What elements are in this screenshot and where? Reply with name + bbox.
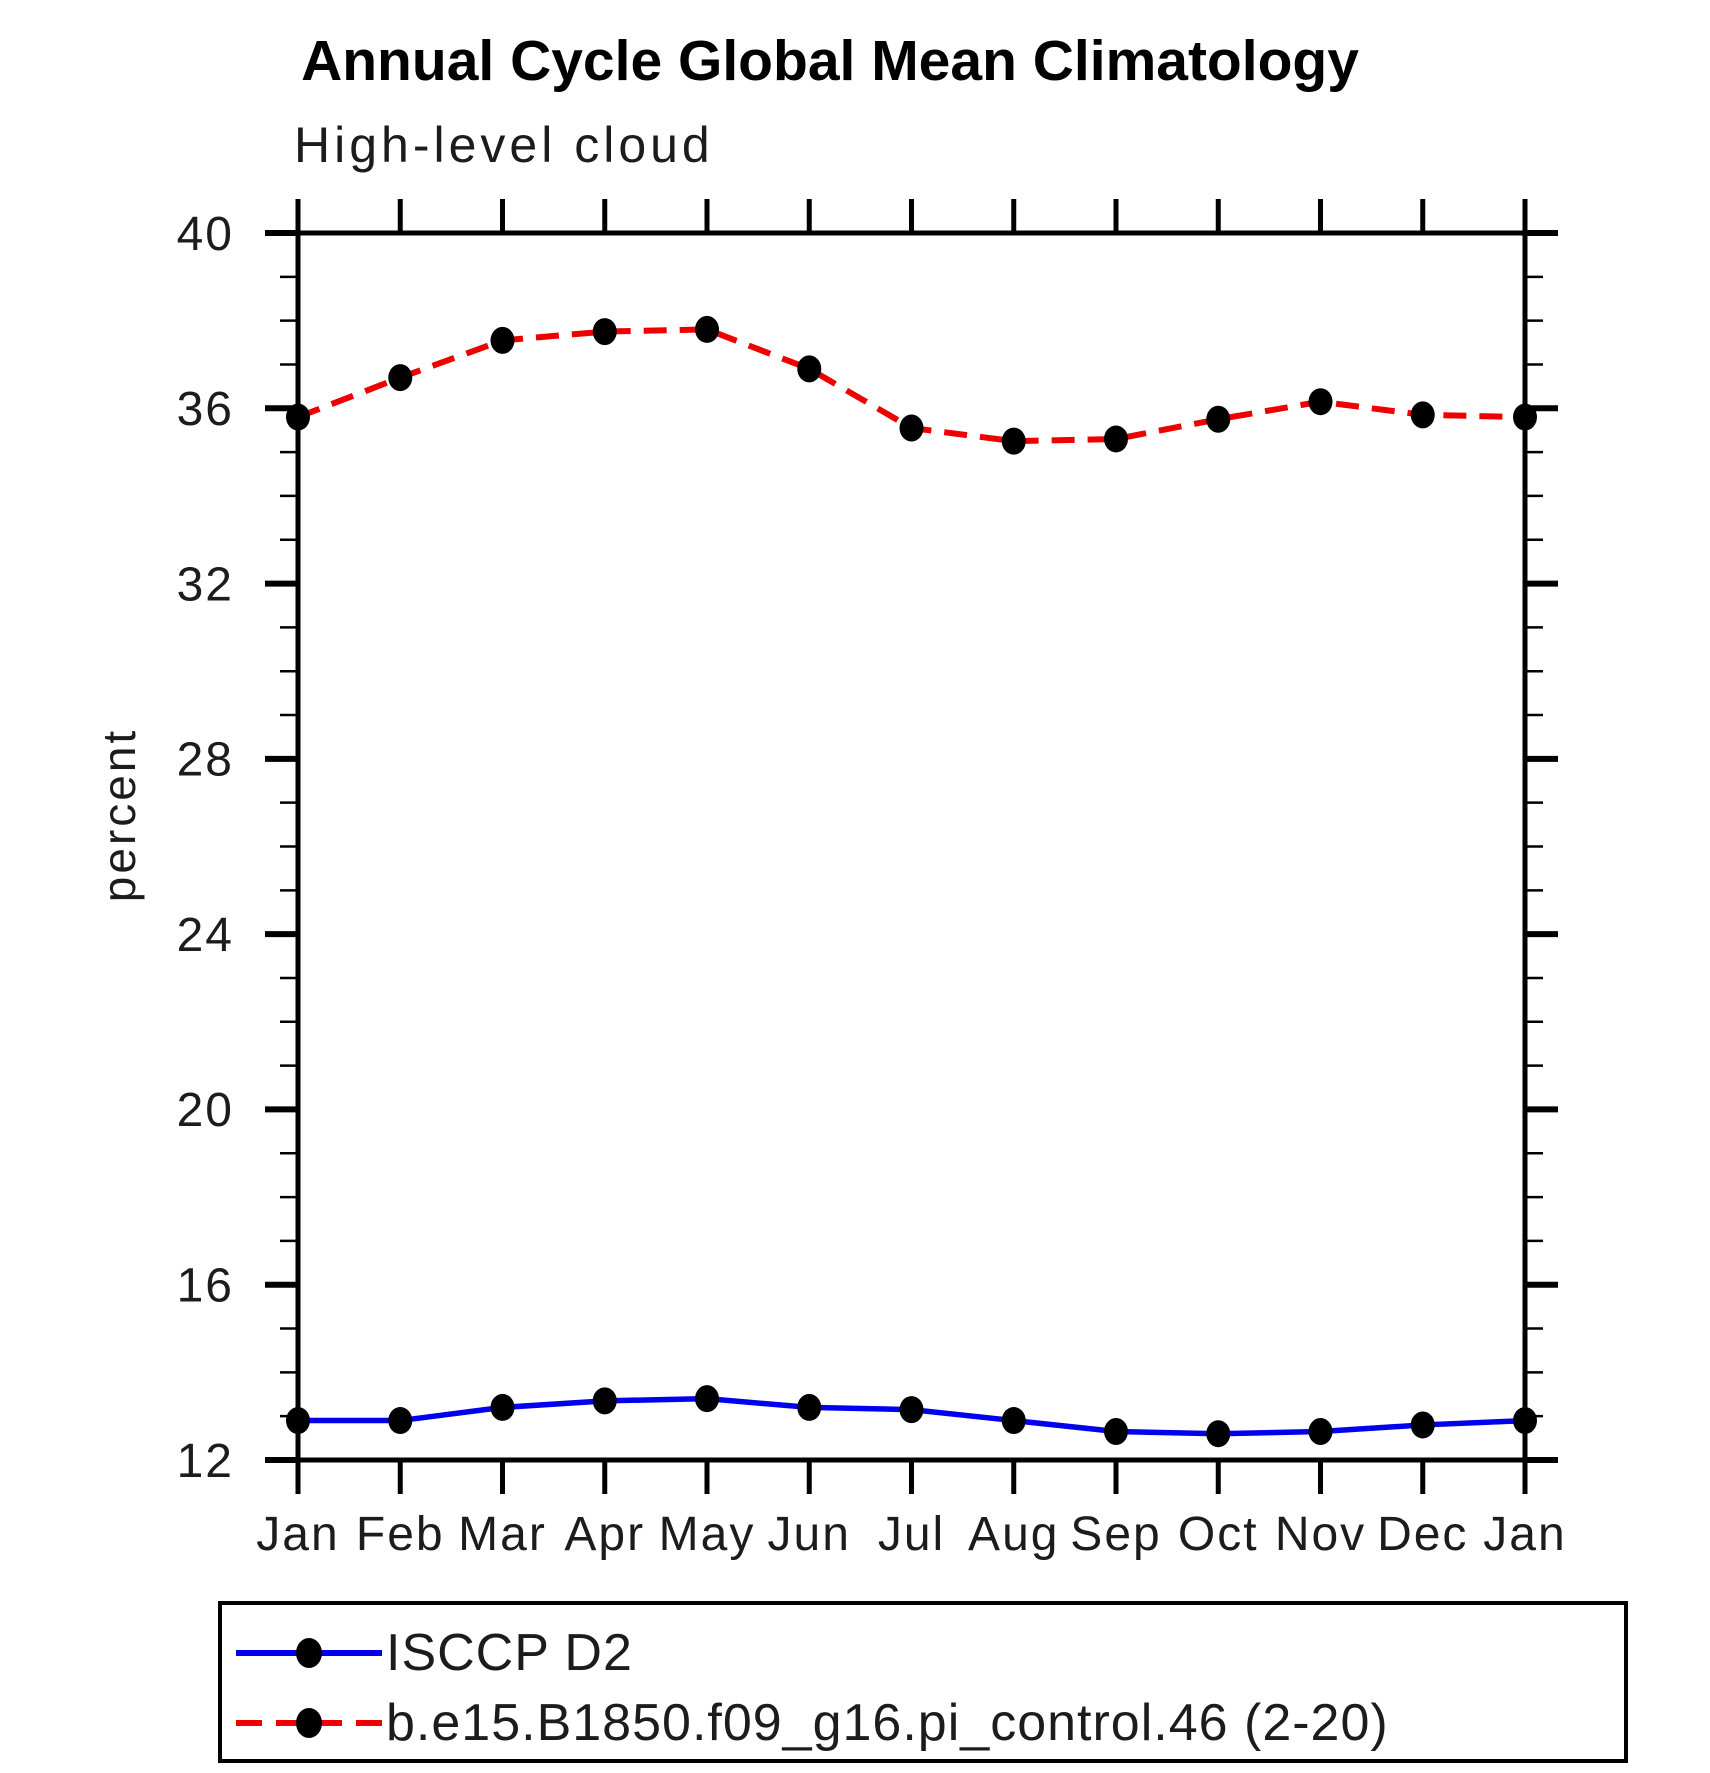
data-point-marker <box>388 364 413 392</box>
y-tick-label: 36 <box>177 383 234 436</box>
legend-sample-dashed-line <box>236 1708 382 1738</box>
data-point-marker <box>1104 1418 1128 1446</box>
y-tick-label: 40 <box>177 208 234 261</box>
x-tick-label: Jun <box>768 1508 851 1561</box>
data-point-marker <box>695 1385 719 1413</box>
y-tick-label: 16 <box>177 1260 234 1313</box>
data-point-marker <box>695 315 719 343</box>
data-point-marker <box>899 1396 924 1424</box>
chart-title: Annual Cycle Global Mean Climatology <box>301 29 1359 93</box>
data-point-marker <box>797 1393 822 1421</box>
legend-item-isccp: ISCCP D2 <box>234 1623 633 1683</box>
data-point-marker <box>490 1393 515 1421</box>
x-tick-label: Feb <box>356 1508 445 1561</box>
data-point-marker <box>1410 1411 1435 1439</box>
x-tick-label: Aug <box>968 1508 1059 1561</box>
y-tick-label: 12 <box>177 1435 234 1488</box>
legend-label-model: b.e15.B1850.f09_g16.pi_control.46 (2-20) <box>386 1694 1389 1752</box>
x-tick-label: Apr <box>564 1508 645 1561</box>
y-tick-label: 32 <box>177 558 234 611</box>
data-point-marker <box>1308 1418 1333 1446</box>
data-point-marker <box>388 1407 413 1435</box>
x-tick-label: Nov <box>1275 1508 1366 1561</box>
data-series <box>286 315 1537 1448</box>
x-tick-label: May <box>659 1508 756 1561</box>
data-point-marker <box>1513 1407 1537 1435</box>
y-tick-label: 28 <box>177 734 234 787</box>
chart-subtitle: High-level cloud <box>294 117 714 173</box>
data-point-marker <box>1308 388 1333 416</box>
x-tick-label: Mar <box>458 1508 547 1561</box>
data-point-marker <box>490 326 515 354</box>
data-point-marker <box>1206 405 1231 433</box>
data-point-marker <box>797 355 822 383</box>
legend-box: ISCCP D2 b.e15.B1850.f09_g16.pi_control.… <box>218 1601 1628 1763</box>
axis-frame <box>295 230 1528 1463</box>
x-tick-label: Oct <box>1178 1508 1259 1561</box>
y-tick-label: 24 <box>177 909 234 962</box>
data-point-marker <box>592 1387 617 1415</box>
legend-sample-solid-line <box>236 1638 382 1668</box>
axis-ticks <box>265 199 1558 1494</box>
data-point-marker <box>899 414 924 442</box>
data-point-marker <box>1001 1407 1026 1435</box>
x-tick-label: Jan <box>1483 1508 1566 1561</box>
plot-frame <box>295 230 1528 1463</box>
x-tick-label: Jul <box>878 1508 945 1561</box>
data-point-marker <box>1410 401 1435 429</box>
x-tick-label: Dec <box>1377 1508 1468 1561</box>
data-point-marker <box>592 318 617 346</box>
x-tick-label: Jan <box>256 1508 339 1561</box>
data-point-marker <box>1001 427 1026 455</box>
x-tick-label: Sep <box>1070 1508 1161 1561</box>
axis-tick-labels: Jan Feb Mar Apr May Jun Jul Aug Sep Oct Nov Dec Jan 1… <box>177 208 1566 1561</box>
data-point-marker <box>286 1407 310 1435</box>
y-tick-label: 20 <box>177 1084 234 1137</box>
legend-label-isccp: ISCCP D2 <box>386 1624 633 1682</box>
data-point-marker <box>1513 403 1537 431</box>
data-point-marker <box>1104 425 1128 453</box>
data-point-marker <box>286 403 310 431</box>
data-point-marker <box>1206 1420 1231 1448</box>
legend-item-model: b.e15.B1850.f09_g16.pi_control.46 (2-20) <box>234 1693 1389 1753</box>
legend-marker-dot <box>296 1708 322 1738</box>
legend-marker-dot <box>296 1638 322 1668</box>
